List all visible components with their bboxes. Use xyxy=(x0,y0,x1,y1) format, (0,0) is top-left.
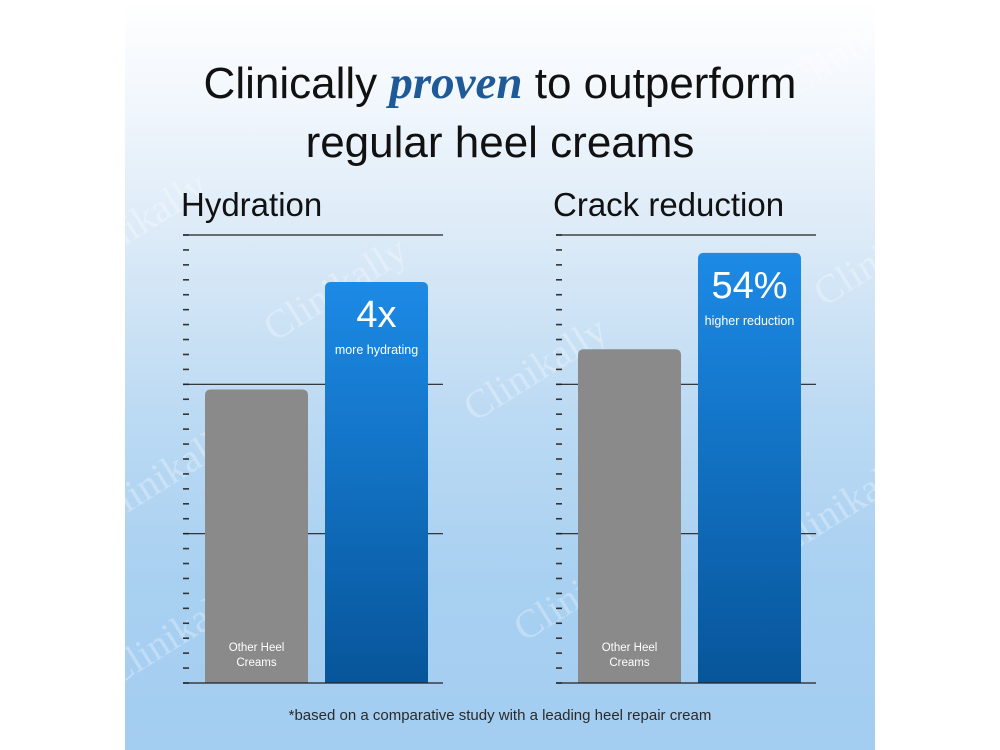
other-creams-bar xyxy=(578,349,681,683)
headline-line-2: regular heel creams xyxy=(305,118,695,167)
headline-part-1: Clinically xyxy=(203,59,378,108)
headline-part-2: to outperform xyxy=(534,59,797,108)
bar-caption-label: more hydrating xyxy=(335,343,418,357)
product-bar xyxy=(325,282,428,683)
hydration-chart: Other Heel Creams 4x more hydrating xyxy=(183,234,443,684)
crack-reduction-chart-title: Crack reduction xyxy=(553,186,785,223)
bar-label: Creams xyxy=(236,657,277,669)
other-creams-bar xyxy=(205,389,308,683)
bar-label: Other Heel xyxy=(602,642,658,654)
headline-emphasis: proven xyxy=(389,57,523,109)
infographic-panel: Clinikally Clinikally Clinikally Clinika… xyxy=(125,0,875,750)
bar-label: Other Heel xyxy=(229,642,285,654)
bar-value-label: 54% xyxy=(711,265,787,307)
footnote: *based on a comparative study with a lea… xyxy=(288,707,712,724)
bar-caption-label: higher reduction xyxy=(705,314,795,328)
headline-line-1: Clinically proven to outperform xyxy=(125,58,875,109)
hydration-chart-title: Hydration xyxy=(181,186,323,223)
bar-label: Creams xyxy=(609,657,650,669)
crack-reduction-chart: Other Heel Creams 54% higher reduction xyxy=(556,234,816,684)
product-bar xyxy=(698,252,801,684)
bar-value-label: 4x xyxy=(356,294,396,336)
